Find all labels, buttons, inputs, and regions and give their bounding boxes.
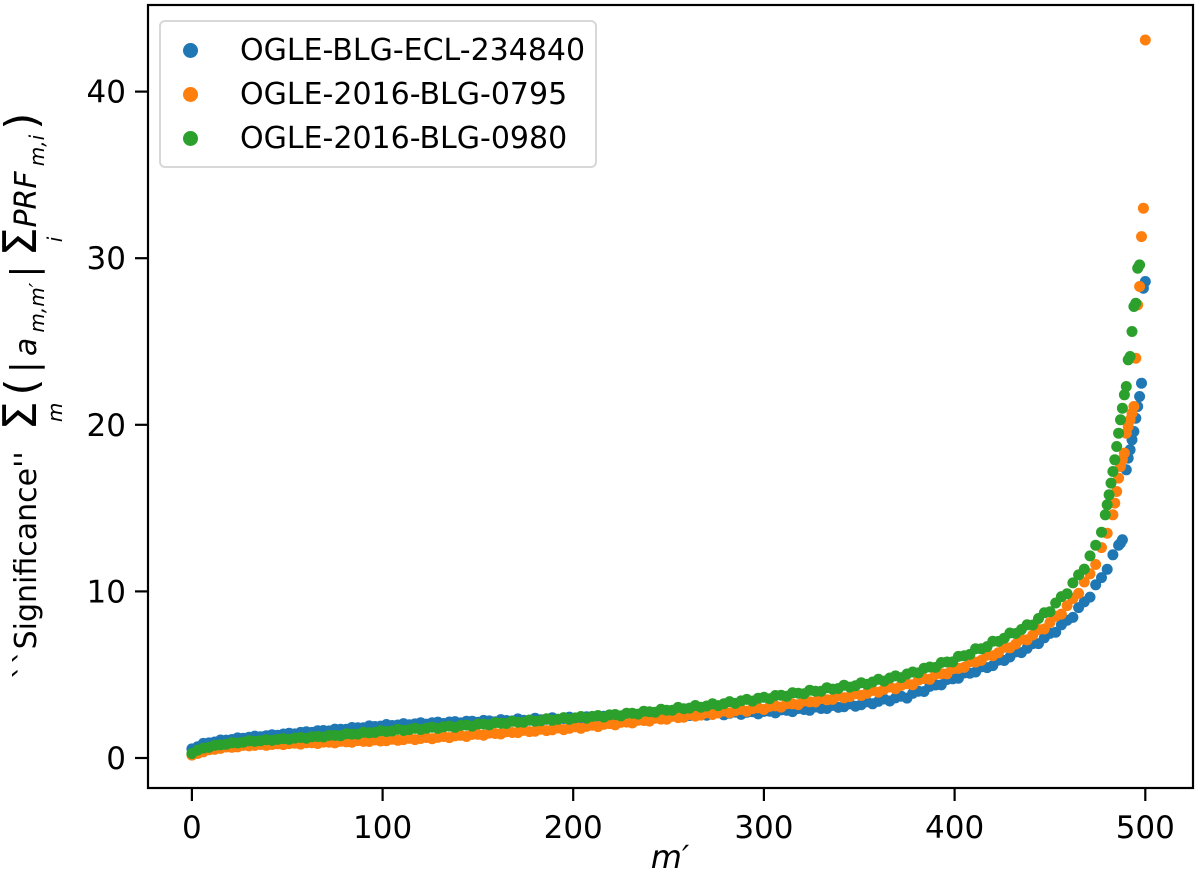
data-point [1116,402,1128,414]
data-point [1061,588,1073,600]
y-tick-label: 10 [87,574,126,610]
legend-item: OGLE-BLG-ECL-234840 [183,28,595,72]
data-point [1101,499,1113,511]
sigma-i-subscript: i [43,236,67,242]
x-tick-label: 400 [925,810,984,846]
data-point [1136,231,1147,243]
data-point [1128,401,1140,412]
data-point [1134,259,1146,271]
y-tick-label: 20 [87,408,126,444]
data-point [1137,202,1149,214]
data-point [1107,466,1119,477]
data-point [1134,391,1146,402]
y-tick-label: 40 [87,75,126,111]
data-point [1055,608,1067,620]
y-axis-label: ``Significance'' Σ m ( | a m,m′ | Σ i PR… [0,113,67,680]
data-point [1136,377,1147,389]
data-point [1139,34,1151,46]
x-tick-label: 0 [182,810,202,846]
y-tick-label: 0 [106,741,126,777]
legend-marker-dot-blue [183,42,198,58]
data-point [1067,611,1079,623]
data-point [1124,351,1136,362]
legend-label: OGLE-2016-BLG-0795 [240,76,568,112]
data-point [1109,454,1121,466]
abs-bar-close: | [4,265,45,277]
data-point [1101,563,1113,575]
data-point [1118,447,1130,459]
data-point [1115,414,1126,426]
data-point [1107,549,1119,561]
data-point [1078,563,1090,575]
data-point [1105,477,1117,489]
data-point [1044,606,1056,618]
close-paren: ) [0,113,47,130]
legend-marker-dot-orange [183,86,198,102]
x-axis-label: m′ [651,838,690,876]
series-points-blue [186,276,1151,755]
legend-item: OGLE-2016-BLG-0980 [183,116,595,160]
prf-subscript: m,i [25,134,49,166]
legend-label: OGLE-BLG-ECL-234840 [240,32,586,68]
data-point [1111,441,1123,452]
data-point [1103,489,1115,501]
prf-symbol: PRF [9,171,44,228]
y-label-prefix: ``Significance'' [9,451,44,679]
data-point [1099,509,1111,521]
data-point [1050,626,1062,638]
x-axis-ticks: 0 100 200 300 400 500 [182,788,1175,846]
legend-label: OGLE-2016-BLG-0980 [240,120,568,156]
data-point [1113,427,1125,439]
abs-bar-open: | [4,361,45,373]
sigma-m-icon: Σ [0,401,47,430]
sigma-m-subscript: m [43,403,67,422]
legend: OGLE-BLG-ECL-234840 OGLE-2016-BLG-0795 O… [159,20,597,168]
data-point [1120,381,1132,392]
a-subscript: m,m′ [25,282,49,332]
data-point [1084,591,1096,603]
data-point [1116,534,1128,546]
x-tick-label: 100 [353,810,412,846]
y-tick-label: 30 [87,241,126,277]
y-axis-ticks: 0 10 20 30 40 [87,75,148,777]
x-tick-label: 300 [734,810,793,846]
legend-marker-dot-green [183,130,198,146]
data-point [1090,539,1102,551]
data-point [1130,297,1142,309]
data-point [1126,326,1138,337]
data-point [1096,572,1107,584]
data-point [1134,281,1146,292]
a-symbol: a [9,338,44,356]
data-point [1090,559,1102,570]
data-point [1096,526,1107,538]
open-paren: ( [0,378,47,395]
data-point [1084,550,1096,562]
data-point [1107,509,1119,521]
axes-spines [146,3,1195,790]
series-points-green [186,259,1146,759]
sigma-i-icon: Σ [0,227,47,256]
x-tick-label: 500 [1116,810,1175,846]
legend-item: OGLE-2016-BLG-0795 [183,72,595,116]
data-point [1067,577,1079,589]
data-point [1118,389,1130,401]
x-tick-label: 200 [544,810,603,846]
data-point [1073,587,1085,599]
